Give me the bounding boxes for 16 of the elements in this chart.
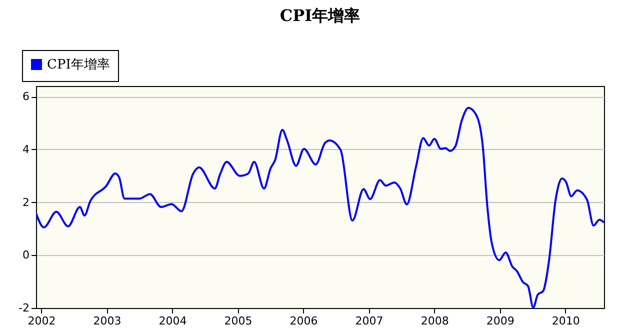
x-tick-label: 2010 [552, 314, 580, 328]
chart-title: CPI年增率 [280, 6, 360, 25]
x-tick-label: 2003 [93, 314, 122, 328]
x-tick-label: 2008 [420, 314, 449, 328]
y-tick-label: 0 [22, 248, 30, 262]
x-tick-label: 2007 [355, 314, 384, 328]
legend-label: CPI年增率 [47, 56, 110, 72]
y-tick-label: 4 [22, 142, 30, 156]
x-tick-label: 2006 [290, 314, 318, 328]
x-tick-label: 2004 [158, 314, 187, 328]
x-tick-label: 2002 [28, 314, 56, 328]
x-tick-label: 2005 [224, 314, 252, 328]
y-tick-label: 6 [22, 90, 30, 104]
y-tick-label: 2 [22, 196, 30, 209]
y-tick-label: -2 [18, 302, 30, 314]
x-tick-label: 2009 [486, 314, 514, 328]
